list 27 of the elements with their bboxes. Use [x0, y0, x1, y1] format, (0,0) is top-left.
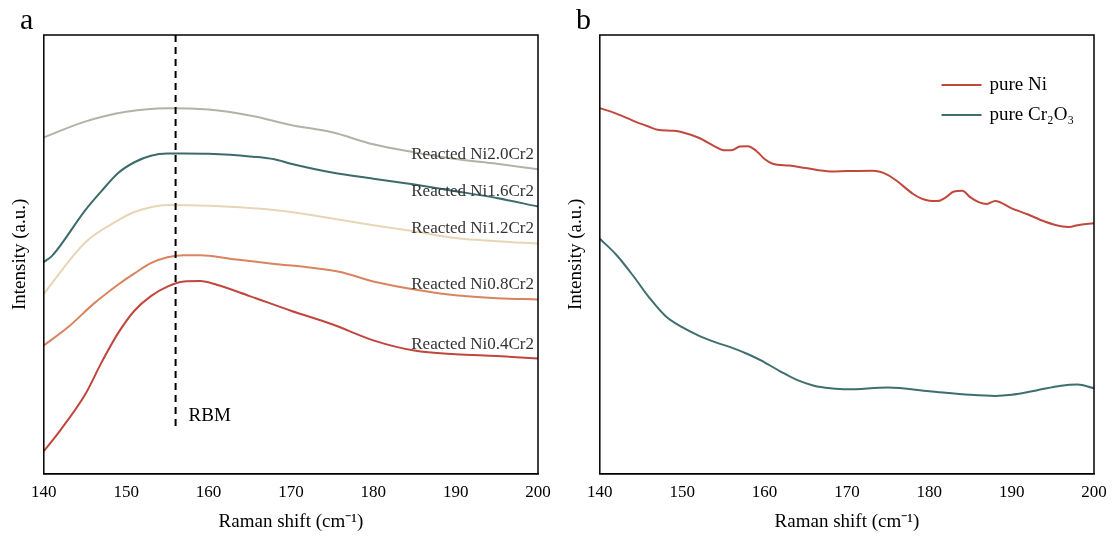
- x-tick-label: 150: [113, 482, 139, 502]
- legend-label: pure Ni: [989, 72, 1048, 94]
- y-axis-title: Intensity (a.u.): [8, 198, 31, 311]
- x-tick-label: 150: [669, 482, 695, 502]
- x-axis-title: Raman shift (cm⁻¹): [774, 509, 920, 532]
- x-tick-label: 180: [916, 482, 943, 502]
- x-tick-label: 140: [31, 482, 57, 502]
- x-tick-label: 200: [525, 482, 551, 502]
- x-tick-label: 160: [751, 482, 778, 502]
- legend-label: pure Cr₂O₃: [989, 102, 1074, 124]
- series-label: Reacted Ni0.4Cr2: [411, 333, 534, 353]
- y-axis-title: Intensity (a.u.): [564, 198, 587, 311]
- chart-title: b: [576, 1, 591, 35]
- x-tick-label: 190: [442, 482, 469, 502]
- x-tick-label: 170: [278, 482, 304, 502]
- x-tick-label: 170: [834, 482, 860, 502]
- series-label: Reacted Ni0.8Cr2: [411, 274, 534, 294]
- x-tick-label: 180: [360, 482, 387, 502]
- chart-title: a: [20, 1, 34, 35]
- series-label: Reacted Ni1.2Cr2: [411, 218, 534, 238]
- x-axis-title: Raman shift (cm⁻¹): [218, 509, 364, 532]
- x-tick-label: 160: [195, 482, 222, 502]
- series-label: Reacted Ni2.0Cr2: [411, 144, 534, 164]
- x-tick-label: 140: [587, 482, 613, 502]
- x-tick-label: 190: [998, 482, 1025, 502]
- ref-line-label: RBM: [188, 403, 231, 425]
- x-tick-label: 200: [1081, 482, 1107, 502]
